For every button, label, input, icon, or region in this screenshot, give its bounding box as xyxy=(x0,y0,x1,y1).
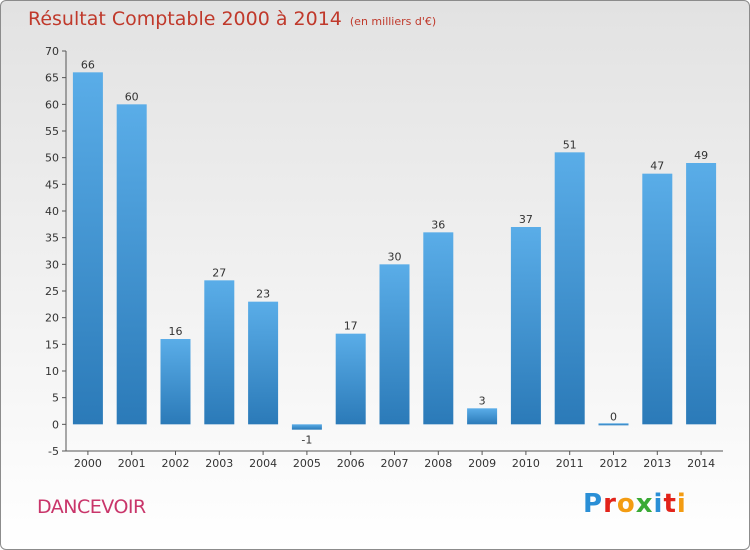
proxiti-logo: Proxiti xyxy=(583,489,687,519)
title-main: Résultat Comptable 2000 à 2014 xyxy=(28,8,342,30)
x-tick-label: 2004 xyxy=(249,457,277,470)
data-label: 0 xyxy=(610,410,617,423)
y-tick-label: -5 xyxy=(48,445,59,458)
logo-letter: t xyxy=(663,489,677,519)
bar xyxy=(72,72,103,425)
data-label: 23 xyxy=(256,288,270,301)
y-tick-label: 40 xyxy=(45,205,59,218)
y-tick-label: 70 xyxy=(45,45,59,58)
data-label: 30 xyxy=(388,250,402,263)
y-tick-label: 30 xyxy=(45,258,59,271)
x-tick-label: 2010 xyxy=(512,457,540,470)
x-tick-label: 2007 xyxy=(381,457,409,470)
bar xyxy=(642,173,673,425)
data-label: 17 xyxy=(344,320,358,333)
x-tick-label: 2005 xyxy=(293,457,321,470)
data-label: -1 xyxy=(301,434,312,447)
x-tick-label: 2014 xyxy=(687,457,715,470)
data-label: 49 xyxy=(694,149,708,162)
bar xyxy=(686,163,717,425)
x-tick-label: 2006 xyxy=(337,457,365,470)
y-tick-label: 0 xyxy=(52,418,59,431)
x-tick-label: 2012 xyxy=(600,457,628,470)
bar xyxy=(116,104,147,425)
bar xyxy=(598,423,629,426)
x-tick-label: 2011 xyxy=(556,457,584,470)
y-tick-label: 60 xyxy=(45,98,59,111)
y-tick-label: 5 xyxy=(52,392,59,405)
bar xyxy=(291,424,322,430)
y-tick-label: 65 xyxy=(45,72,59,85)
y-tick-label: 15 xyxy=(45,338,59,351)
y-tick-label: 25 xyxy=(45,285,59,298)
logo-letter: x xyxy=(635,489,654,519)
commune-name: DANCEVOIR xyxy=(37,496,146,518)
title-unit: (en milliers d'€) xyxy=(349,15,437,28)
bar xyxy=(423,232,454,425)
data-label: 51 xyxy=(563,138,577,151)
y-tick-label: 50 xyxy=(45,152,59,165)
chart-title: Résultat Comptable 2000 à 2014 (en millie… xyxy=(28,8,436,30)
bar xyxy=(204,280,235,425)
x-tick-label: 2002 xyxy=(162,457,190,470)
x-tick-label: 2013 xyxy=(643,457,671,470)
x-tick-label: 2001 xyxy=(118,457,146,470)
x-tick-label: 2003 xyxy=(205,457,233,470)
y-tick-label: 20 xyxy=(45,312,59,325)
bar xyxy=(248,301,279,425)
bar xyxy=(379,264,410,425)
logo-letter: o xyxy=(616,489,636,519)
logo-letter: i xyxy=(653,489,664,519)
x-tick-label: 2000 xyxy=(74,457,102,470)
bar xyxy=(467,408,498,425)
y-tick-label: 10 xyxy=(45,365,59,378)
bar xyxy=(335,333,366,425)
data-label: 16 xyxy=(169,325,183,338)
bar xyxy=(160,339,191,425)
data-label: 3 xyxy=(479,394,486,407)
bar xyxy=(554,152,585,425)
data-label: 66 xyxy=(81,58,95,71)
logo-letter: P xyxy=(583,489,604,519)
data-label: 36 xyxy=(431,218,445,231)
y-tick-label: 55 xyxy=(45,125,59,138)
data-label: 47 xyxy=(650,160,664,173)
y-tick-label: 35 xyxy=(45,232,59,245)
data-label: 27 xyxy=(212,266,226,279)
logo-letter: i xyxy=(676,489,687,519)
y-tick-label: 45 xyxy=(45,178,59,191)
logo-letter: r xyxy=(603,489,617,519)
x-tick-label: 2008 xyxy=(424,457,452,470)
bar xyxy=(510,227,541,425)
x-tick-label: 2009 xyxy=(468,457,496,470)
data-label: 37 xyxy=(519,213,533,226)
data-label: 60 xyxy=(125,90,139,103)
